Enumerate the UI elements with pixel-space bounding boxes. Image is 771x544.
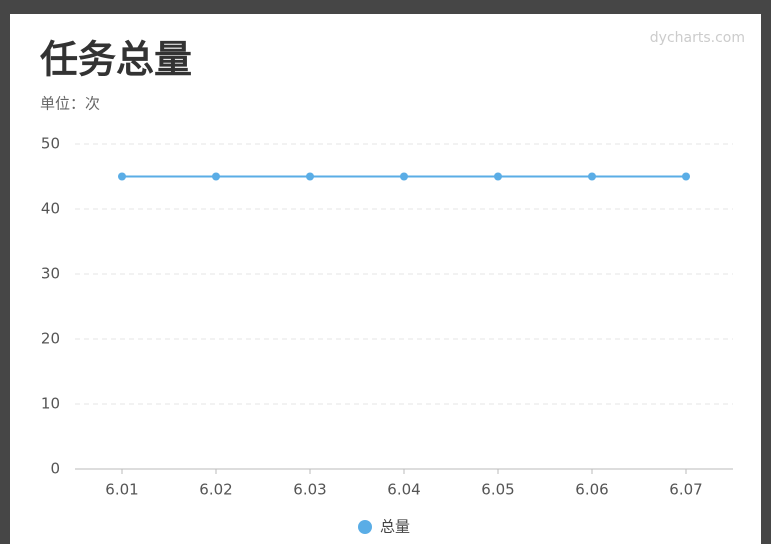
data-point xyxy=(212,172,220,181)
data-point xyxy=(400,172,408,181)
x-tick-label: 6.04 xyxy=(387,481,420,499)
x-tick-label: 6.05 xyxy=(481,481,514,499)
brand-watermark: dycharts.com xyxy=(650,30,745,46)
legend-label: 总量 xyxy=(380,518,410,536)
y-tick-label: 10 xyxy=(41,395,60,413)
chart-subtitle: 单位：次 xyxy=(40,95,100,113)
data-point xyxy=(588,172,596,181)
x-tick-label: 6.07 xyxy=(669,481,702,499)
legend-marker xyxy=(358,520,372,534)
y-tick-label: 30 xyxy=(41,265,60,283)
y-tick-label: 0 xyxy=(50,460,60,478)
y-tick-label: 40 xyxy=(41,200,60,218)
x-tick-label: 6.02 xyxy=(199,481,232,499)
y-tick-label: 20 xyxy=(41,330,60,348)
y-tick-label: 50 xyxy=(41,135,60,153)
data-point xyxy=(118,172,126,181)
x-tick-label: 6.03 xyxy=(293,481,326,499)
data-point xyxy=(682,172,690,181)
x-tick-label: 6.06 xyxy=(575,481,608,499)
data-point xyxy=(494,172,502,181)
chart-background xyxy=(10,14,761,544)
chart-title: 任务总量 xyxy=(40,38,192,82)
data-point xyxy=(306,172,314,181)
x-tick-label: 6.01 xyxy=(105,481,138,499)
